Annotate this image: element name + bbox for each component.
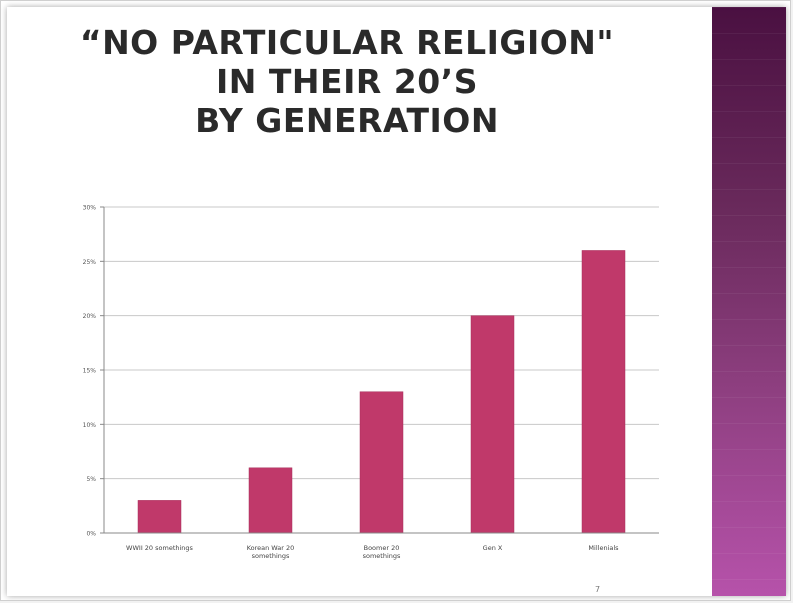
title-line-2: IN THEIR 20’S: [216, 62, 478, 101]
y-tick-label: 15%: [83, 368, 97, 375]
title-line-3: BY GENERATION: [195, 101, 499, 140]
slide: “NO PARTICULAR RELIGION" IN THEIR 20’S B…: [7, 7, 786, 596]
slide-title: “NO PARTICULAR RELIGION" IN THEIR 20’S B…: [67, 23, 627, 140]
bar-chart: 0% 5% 10% 15% 20% 25% 30% WWII 20 somethings Ko…: [83, 205, 659, 560]
x-tick-label: Boomer 20 somethings: [363, 544, 401, 560]
bars: [137, 250, 626, 534]
axes: [103, 207, 659, 534]
bar: [581, 250, 626, 534]
bar: [137, 500, 182, 534]
x-tick-label: WWII 20 somethings: [126, 544, 194, 552]
x-tick-label: Millenials: [588, 544, 619, 552]
decorative-side-band: [712, 7, 786, 596]
bar: [359, 391, 404, 534]
y-tick-label: 10%: [83, 422, 97, 429]
y-tick-label: 5%: [86, 476, 96, 483]
y-tick-label: 0%: [86, 531, 96, 538]
y-tick-label: 25%: [83, 259, 97, 266]
bar: [470, 315, 515, 534]
bar: [248, 467, 293, 534]
x-tick-label: Gen X: [483, 544, 503, 552]
slide-content-area: “NO PARTICULAR RELIGION" IN THEIR 20’S B…: [7, 7, 712, 596]
y-tick-label: 20%: [83, 313, 97, 320]
x-axis-tick-labels: WWII 20 somethings Korean War 20 something…: [126, 544, 619, 560]
x-tick-label: Korean War 20 somethings: [247, 544, 295, 560]
y-axis-tick-labels: 0% 5% 10% 15% 20% 25% 30%: [83, 205, 97, 538]
page-number: 7: [595, 585, 601, 594]
title-line-1: “NO PARTICULAR RELIGION": [79, 23, 615, 62]
y-tick-label: 30%: [83, 205, 97, 212]
